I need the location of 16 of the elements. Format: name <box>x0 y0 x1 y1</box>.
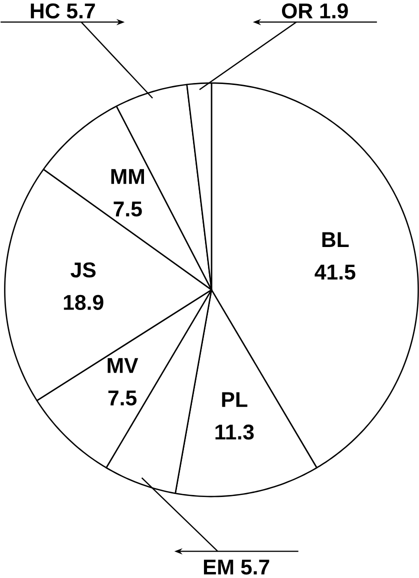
slice-label: HC <box>30 3 60 18</box>
data-label: 7.5 <box>108 390 137 406</box>
slice-label: MV <box>108 358 138 373</box>
data-label: 5.7 <box>66 4 95 18</box>
legend-label: OR <box>282 3 313 18</box>
data-label: 41.5 <box>314 264 356 280</box>
slice-label: EM <box>204 560 234 574</box>
data-label: 1.9 <box>320 3 348 18</box>
slice-label: MM <box>111 169 144 184</box>
slice-label: JS <box>70 262 96 278</box>
data-label: 11.3 <box>216 424 254 440</box>
data-label: 18.9 <box>64 294 104 310</box>
slice-label: BL <box>322 232 349 247</box>
data-label: 5.7 <box>241 560 270 575</box>
slice-label: PL <box>222 392 248 407</box>
data-label: 7.5 <box>114 202 142 217</box>
